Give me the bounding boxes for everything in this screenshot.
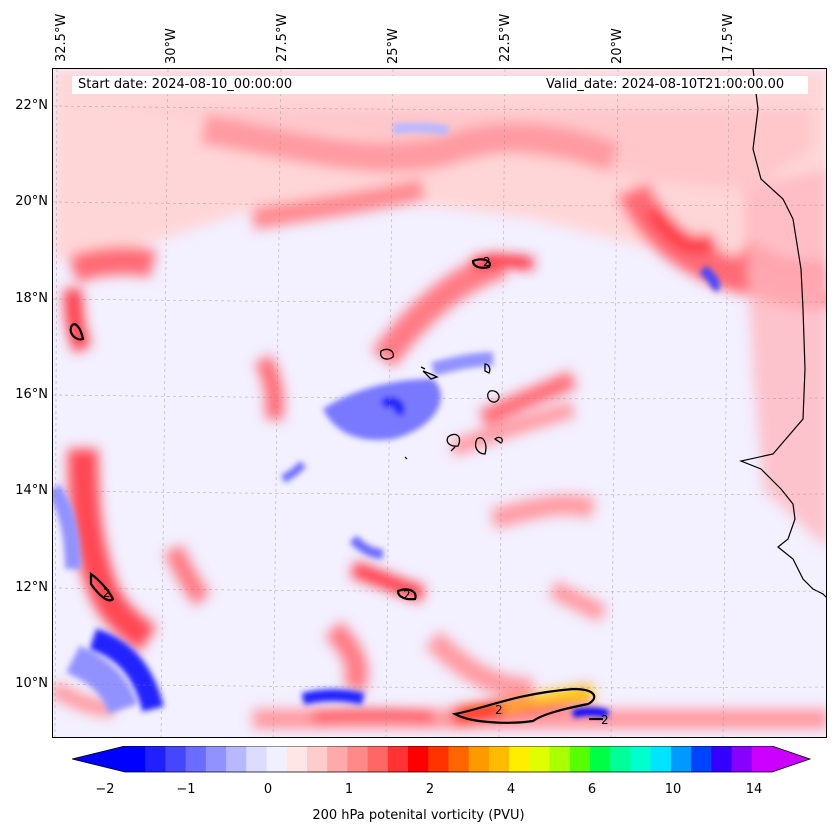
lat-label: 18°N bbox=[15, 291, 48, 306]
contour-label: 2 bbox=[483, 255, 491, 269]
graticule bbox=[53, 69, 826, 737]
contour-label: 2 bbox=[403, 588, 411, 602]
colorbar-tick-label: 2 bbox=[425, 782, 435, 797]
lat-label: 22°N bbox=[15, 98, 48, 113]
colorbar-segment bbox=[670, 746, 692, 772]
cape-verde-islands bbox=[380, 348, 503, 460]
colorbar-segment bbox=[125, 746, 146, 772]
colorbar-segment bbox=[711, 746, 733, 772]
colorbar-segment bbox=[165, 746, 187, 772]
lon-label: 25°W bbox=[386, 28, 401, 64]
lon-label: 32.5°W bbox=[54, 13, 69, 62]
colorbar-segment bbox=[226, 746, 247, 772]
lat-label: 16°N bbox=[15, 387, 48, 402]
colorbar-tick-label: −1 bbox=[176, 782, 196, 797]
contour-label: 2 bbox=[495, 703, 503, 717]
map-frame: 2 2 2 2 2 bbox=[52, 68, 827, 738]
colorbar-segment bbox=[367, 746, 389, 772]
colorbar-segment bbox=[691, 746, 712, 772]
colorbar-segment bbox=[468, 746, 490, 772]
colorbar bbox=[72, 746, 812, 773]
pv-field-negative bbox=[53, 122, 720, 718]
colorbar-segment bbox=[509, 746, 530, 772]
colorbar-segment bbox=[731, 746, 753, 772]
colorbar-segment bbox=[286, 746, 308, 772]
colorbar-segment bbox=[185, 746, 207, 772]
colorbar-segment bbox=[145, 746, 166, 772]
lon-label: 20°W bbox=[610, 28, 625, 64]
lon-label: 17.5°W bbox=[721, 13, 736, 62]
colorbar-segment bbox=[428, 746, 449, 772]
colorbar-segment bbox=[590, 746, 611, 772]
colorbar-segment bbox=[610, 746, 631, 772]
contour-label: 2 bbox=[601, 713, 609, 727]
lon-label: 22.5°W bbox=[498, 13, 513, 62]
colorbar-over-triangle bbox=[772, 746, 810, 772]
colorbar-segment bbox=[569, 746, 591, 772]
colorbar-tick-label: 4 bbox=[506, 782, 516, 797]
colorbar-segment bbox=[205, 746, 227, 772]
colorbar-tick-label: 0 bbox=[263, 782, 273, 797]
colorbar-segment bbox=[630, 746, 652, 772]
pv-field-positive bbox=[53, 69, 826, 729]
colorbar-segment bbox=[306, 746, 328, 772]
lat-label: 20°N bbox=[15, 194, 48, 209]
colorbar-tick-label: 10 bbox=[664, 782, 682, 797]
contour-label: 2 bbox=[103, 586, 111, 600]
colorbar-segment bbox=[529, 746, 551, 772]
lat-label: 14°N bbox=[15, 483, 48, 498]
colorbar-tick-label: 14 bbox=[745, 782, 763, 797]
colorbar-segment bbox=[549, 746, 571, 772]
colorbar-tick-label: −2 bbox=[95, 782, 115, 797]
colorbar-segment bbox=[266, 746, 288, 772]
colorbar-segment bbox=[650, 746, 672, 772]
colorbar-segment bbox=[488, 746, 510, 772]
start-date-label: Start date: 2024-08-10_00:00:00 bbox=[72, 76, 554, 94]
colorbar-under-triangle bbox=[72, 746, 125, 772]
colorbar-label: 200 hPa potenital vorticity (PVU) bbox=[312, 808, 525, 823]
africa-coastline bbox=[738, 69, 826, 598]
colorbar-segment bbox=[246, 746, 268, 772]
colorbar-tick-label: 6 bbox=[587, 782, 597, 797]
map-canvas: 2 2 2 2 2 bbox=[53, 69, 826, 737]
contour-label-group: 2 2 2 2 2 bbox=[103, 255, 609, 727]
lon-label: 27.5°W bbox=[275, 13, 290, 62]
lat-label: 10°N bbox=[15, 676, 48, 691]
colorbar-segment bbox=[751, 746, 773, 772]
valid-date-label: Valid_date: 2024-08-10T21:00:00.00 bbox=[540, 76, 808, 94]
colorbar-segment bbox=[347, 746, 369, 772]
colorbar-segment bbox=[387, 746, 409, 772]
colorbar-segment bbox=[408, 746, 429, 772]
lat-label: 12°N bbox=[15, 580, 48, 595]
lon-label: 30°W bbox=[164, 28, 179, 64]
pv-2-contours bbox=[69, 258, 603, 724]
colorbar-segment bbox=[327, 746, 348, 772]
colorbar-tick-label: 1 bbox=[344, 782, 354, 797]
colorbar-segment bbox=[448, 746, 470, 772]
colorbar-outline bbox=[72, 746, 812, 773]
